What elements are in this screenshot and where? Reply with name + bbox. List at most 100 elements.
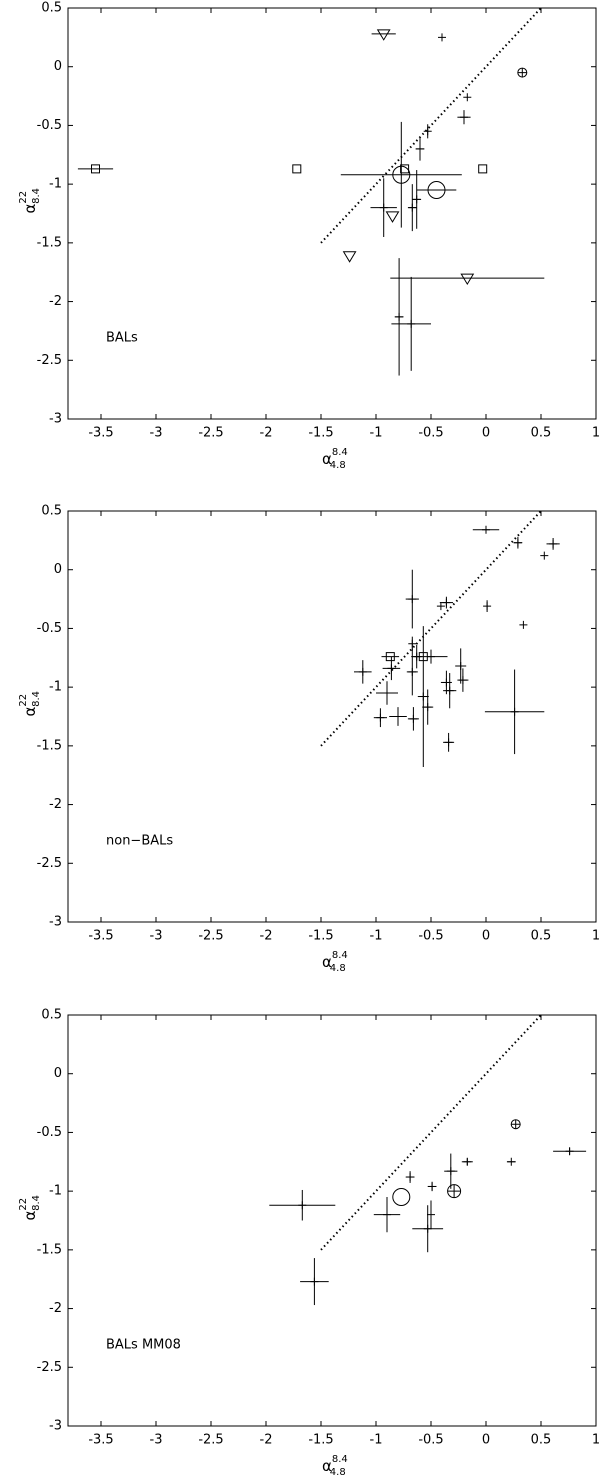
x-axis-label: α8.4 4.8 <box>322 950 348 974</box>
marker-cross <box>517 68 527 78</box>
marker <box>406 1173 415 1182</box>
y-tick-label: 0.5 <box>41 504 62 519</box>
marker <box>298 1201 307 1210</box>
marker <box>513 538 522 547</box>
marker <box>379 203 388 212</box>
y-tick-label: -3 <box>49 412 62 427</box>
marker <box>408 595 417 604</box>
x-tick-label: -1 <box>370 929 383 944</box>
x-label-sub: 4.8 <box>330 1467 346 1476</box>
x-tick-label: -1 <box>370 1433 383 1448</box>
y-tick-label: -1.5 <box>37 1242 62 1257</box>
marker <box>412 195 421 204</box>
marker-cross <box>511 1119 521 1129</box>
marker <box>442 678 451 687</box>
annotation: BALs <box>106 331 138 346</box>
y-tick-label: -0.5 <box>37 621 62 636</box>
plot-frame <box>67 7 597 420</box>
marker <box>358 667 367 676</box>
x-tick-label: -3 <box>150 1433 163 1448</box>
x-tick-label: -1.5 <box>308 426 333 441</box>
marker <box>436 602 445 611</box>
y-tick-label: -1.5 <box>37 235 62 250</box>
x-tick-label: -0.5 <box>418 1433 443 1448</box>
x-tick-label: 1 <box>592 1433 600 1448</box>
y-tick-label: -2.5 <box>37 856 62 871</box>
marker <box>510 707 519 716</box>
annotation: BALs MM08 <box>106 1338 181 1353</box>
plot-frame <box>67 510 597 923</box>
panel: -3.5 -3 -2.5 -2 -1.5 -1 -0.5 0 0.5 1 -3 -2.5 -2 -1.5 -… <box>18 1008 600 1479</box>
y-tick-label: -2 <box>49 1301 62 1316</box>
y-tick-label: 0.5 <box>41 1008 62 1023</box>
reference-line <box>320 7 542 244</box>
plot-frame <box>67 1014 597 1427</box>
marker <box>383 689 391 698</box>
x-tick-label: -0.5 <box>418 929 443 944</box>
marker <box>408 667 417 676</box>
marker <box>456 662 465 671</box>
y-label-symbol: α <box>21 1211 39 1221</box>
marker <box>409 714 418 723</box>
marker <box>91 164 100 174</box>
x-axis-label: α8.4 4.8 <box>322 447 348 471</box>
panel: -3.5 -3 -2.5 -2 -1.5 -1 -0.5 0 0.5 1 -3 -2.5 -2 -1.5 -… <box>18 504 600 975</box>
marker <box>442 598 451 607</box>
y-label-sup: 22 <box>18 191 29 204</box>
x-tick-label: 0.5 <box>531 1433 552 1448</box>
marker <box>460 273 475 286</box>
x-tick-label: -2.5 <box>198 426 223 441</box>
x-tick-label: -3.5 <box>88 929 113 944</box>
y-label-sup: 22 <box>18 694 29 707</box>
marker <box>482 525 490 534</box>
marker <box>444 738 453 747</box>
x-tick-label: 1 <box>592 929 600 944</box>
x-tick-label: -3 <box>150 929 163 944</box>
y-tick-label: -2.5 <box>37 1360 62 1375</box>
marker <box>395 312 404 321</box>
marker <box>385 211 400 223</box>
marker <box>408 203 417 212</box>
x-tick-label: 0 <box>482 929 490 944</box>
marker <box>416 144 424 153</box>
marker <box>387 664 396 673</box>
x-label-sup: 8.4 <box>332 1454 348 1465</box>
marker <box>463 93 472 102</box>
x-tick-label: -3.5 <box>88 426 113 441</box>
marker <box>423 1224 432 1233</box>
x-tick-label: -2 <box>260 929 273 944</box>
marker <box>423 703 432 712</box>
marker <box>540 551 549 560</box>
y-tick-label: -0.5 <box>37 118 62 133</box>
marker <box>376 29 391 41</box>
y-tick-label: 0 <box>54 1066 62 1081</box>
x-tick-label: 0 <box>482 1433 490 1448</box>
marker <box>310 1277 319 1286</box>
y-label-sub: 8.4 <box>31 691 42 707</box>
y-label-sub: 8.4 <box>31 1195 42 1211</box>
marker <box>446 1167 455 1176</box>
annotation: non−BALs <box>106 834 173 849</box>
x-tick-label: 1 <box>592 426 600 441</box>
marker <box>507 1157 516 1166</box>
x-tick-label: 0.5 <box>531 426 552 441</box>
x-tick-label: 0 <box>482 426 490 441</box>
y-tick-label: -3 <box>49 1419 62 1434</box>
marker <box>445 686 454 695</box>
marker <box>376 713 385 722</box>
marker <box>427 181 446 200</box>
y-tick-label: -2 <box>49 294 62 309</box>
reference-line <box>320 510 542 747</box>
marker <box>483 602 492 611</box>
y-tick-label: -1.5 <box>37 738 62 753</box>
x-tick-label: -2 <box>260 426 273 441</box>
x-tick-label: -0.5 <box>418 426 443 441</box>
y-label-sup: 22 <box>18 1198 29 1211</box>
marker <box>407 319 416 328</box>
x-tick-label: -2 <box>260 1433 273 1448</box>
marker-cross <box>447 1184 461 1198</box>
y-label-symbol: α <box>21 707 39 717</box>
marker <box>565 1147 574 1156</box>
y-tick-label: -1 <box>49 1184 62 1199</box>
